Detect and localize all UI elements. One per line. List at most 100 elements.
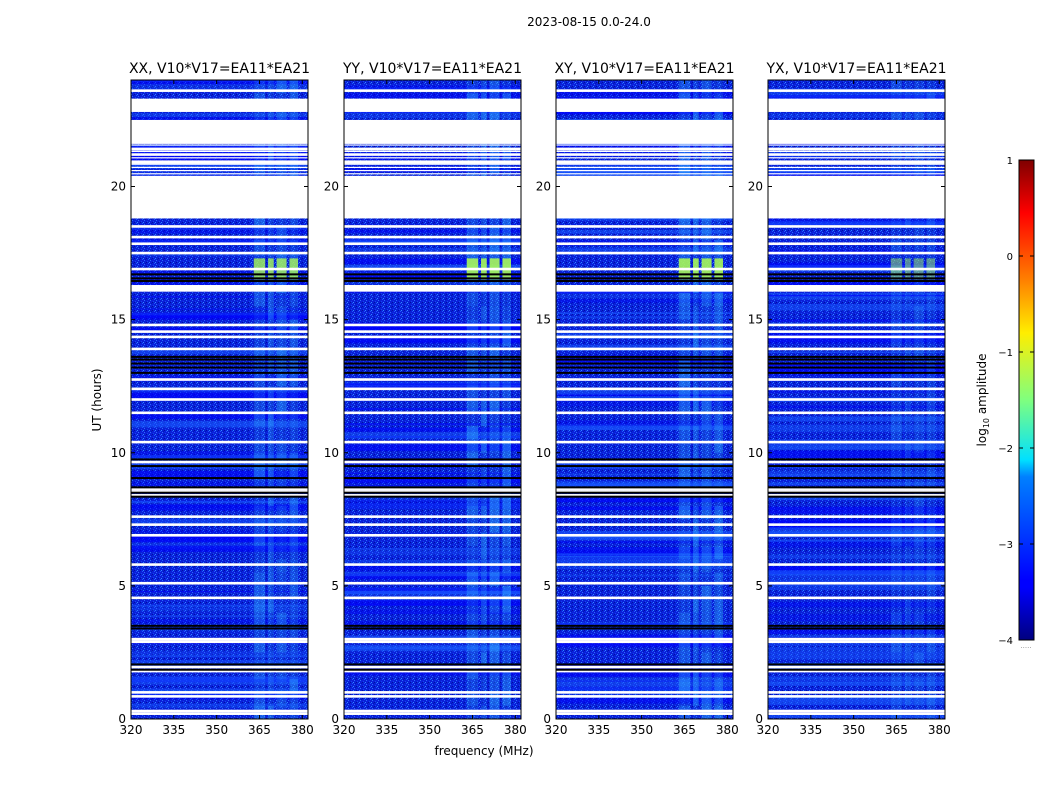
- rfi-channel-band: [701, 679, 712, 693]
- rfi-channel-band: [489, 359, 500, 373]
- rfi-channel-band: [268, 146, 274, 160]
- flagged-time-line: [768, 440, 945, 444]
- rfi-channel-band: [466, 346, 479, 360]
- heatmap-time-streak: [768, 217, 945, 226]
- rfi-channel-band: [268, 412, 274, 427]
- rfi-channel-band: [701, 412, 712, 427]
- rfi-channel-band: [926, 226, 936, 240]
- rfi-channel-band: [701, 572, 712, 586]
- rfi-channel-band: [714, 332, 724, 347]
- heatmap-time-streak: [768, 334, 945, 343]
- rfi-channel-band: [253, 705, 266, 719]
- rfi-channel-band: [913, 80, 924, 94]
- rfi-channel-band: [693, 226, 699, 240]
- x-tick-label: 365: [248, 723, 271, 737]
- rfi-channel-band: [913, 532, 924, 546]
- flagged-time-line: [131, 251, 308, 255]
- rfi-channel-band: [905, 159, 911, 174]
- gap-time-line: [556, 486, 733, 489]
- gap-time-line: [768, 280, 945, 283]
- x-tick-label: 350: [630, 723, 653, 737]
- gap-time-line: [768, 624, 945, 627]
- rfi-channel-band: [253, 585, 266, 600]
- colorbar-ticks: 1 0 −1 −2 −3 −4: [998, 156, 1034, 647]
- heatmap-time-streak: [344, 432, 521, 439]
- heatmap-time-streak: [556, 483, 733, 488]
- gap-time-line: [131, 355, 308, 358]
- rfi-channel-band: [253, 612, 266, 626]
- rfi-channel-band: [466, 239, 479, 254]
- flagged-time-line: [768, 335, 945, 339]
- heatmap-time-streak: [768, 365, 945, 373]
- flagged-time-line: [556, 563, 733, 566]
- rfi-channel-band: [926, 545, 936, 560]
- rfi-channel-band: [276, 585, 287, 600]
- flagged-time-line: [768, 709, 945, 713]
- flagged-time-range: [131, 197, 308, 216]
- heatmap-time-streak: [768, 445, 945, 450]
- heatmap-time-streak: [556, 674, 733, 677]
- rfi-channel-band: [253, 692, 266, 706]
- heatmap-time-streak: [768, 697, 945, 705]
- rfi-channel-band: [502, 466, 512, 480]
- heatmap-time-streak: [131, 240, 308, 245]
- rfi-channel-band: [905, 625, 911, 640]
- rfi-channel-band: [678, 466, 691, 480]
- rfi-channel-band: [502, 239, 512, 254]
- heatmap-time-streak: [556, 621, 733, 626]
- rfi-channel-band: [466, 386, 479, 400]
- rfi-channel-band: [678, 612, 691, 626]
- heatmap-time-streak: [344, 476, 521, 484]
- rfi-channel-band: [693, 386, 699, 400]
- rfi-channel-band: [502, 665, 512, 680]
- rfi-channel-band: [268, 346, 274, 360]
- panel-0: XX, V10*V17=EA11*EA21 320 335 350 365 380 0 5 10…: [111, 61, 314, 737]
- heatmap-time-streak: [556, 574, 733, 577]
- rfi-channel-band: [276, 159, 287, 174]
- flagged-time-line: [344, 251, 521, 255]
- rfi-channel-band: [890, 679, 903, 693]
- rfi-channel-band: [913, 585, 924, 600]
- rfi-channel-band: [701, 426, 712, 440]
- gap-time-line: [556, 355, 733, 358]
- rfi-channel-band: [926, 359, 936, 373]
- gap-time-line: [131, 668, 308, 671]
- gap-time-line: [768, 627, 945, 630]
- flagged-time-line: [344, 494, 521, 497]
- gap-time-line: [344, 627, 521, 630]
- rfi-channel-band: [890, 639, 903, 653]
- rfi-channel-band: [890, 532, 903, 546]
- rfi-channel-band: [276, 506, 287, 520]
- rfi-channel-band: [905, 492, 911, 506]
- heatmap-time-streak: [556, 358, 733, 365]
- heatmap-time-streak: [131, 703, 308, 708]
- rfi-channel-band: [276, 679, 287, 693]
- rfi-channel-band: [678, 213, 691, 227]
- flagged-time-line: [344, 378, 521, 381]
- panel-title: XY, V10*V17=EA11*EA21: [554, 61, 734, 77]
- rfi-channel-band: [268, 519, 274, 533]
- rfi-channel-band: [268, 319, 274, 333]
- rfi-channel-band: [890, 492, 903, 506]
- rfi-channel-band: [481, 346, 487, 360]
- rfi-channel-band: [701, 665, 712, 680]
- rfi-channel-band: [913, 346, 924, 360]
- rfi-channel-band: [289, 652, 299, 666]
- gap-time-line: [768, 486, 945, 489]
- heatmap-time-streak: [131, 144, 308, 150]
- rfi-channel-band: [253, 159, 266, 174]
- rfi-channel-band: [890, 572, 903, 586]
- rfi-channel-band: [701, 466, 712, 480]
- heatmap-time-streak: [768, 172, 945, 179]
- rfi-channel-band: [714, 519, 724, 533]
- rfi-channel-band: [905, 599, 911, 613]
- panel-plot: [556, 80, 733, 719]
- rfi-channel-band: [489, 106, 500, 120]
- heatmap-time-streak: [768, 541, 945, 548]
- heatmap-time-streak: [344, 229, 521, 233]
- flagged-time-line: [556, 235, 733, 239]
- rfi-channel-band: [466, 426, 479, 440]
- rfi-channel-band: [481, 652, 487, 666]
- heatmap-time-streak: [556, 557, 733, 560]
- x-tick-label: 320: [757, 723, 780, 737]
